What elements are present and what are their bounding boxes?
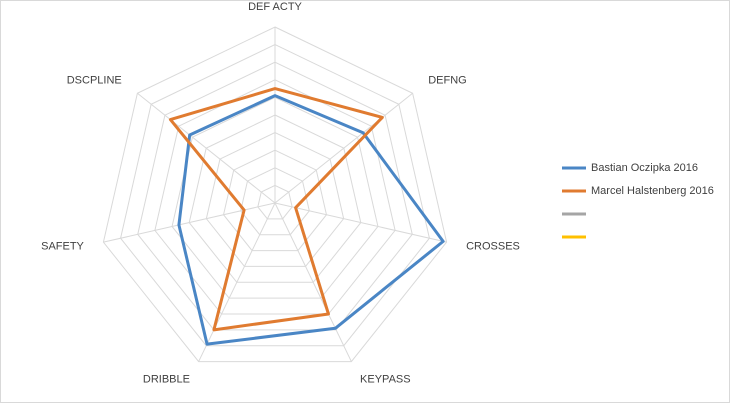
series-line [177,94,445,346]
legend-label: Marcel Halstenberg 2016 [591,185,714,197]
axis-spoke [137,92,276,204]
grid-ring [240,167,310,236]
axis-label: DSCPLINE [67,75,122,87]
axis-spoke [274,92,413,204]
grid-ring [137,61,413,331]
axis-label: DRIBBLE [143,373,190,385]
grid-ring [222,149,328,252]
grid-ring [154,79,396,315]
axis-label: CROSSES [466,241,520,253]
grid-ring [120,44,430,347]
series-line [168,87,384,332]
axis-label: DEF ACTY [248,1,302,13]
grid-ring [102,26,448,363]
axis-spoke [103,202,276,243]
axis-label: DEFNG [428,75,467,87]
legend-label: Bastian Oczipka 2016 [591,162,698,174]
grid-ring [257,184,293,220]
axis-label: KEYPASS [360,373,411,385]
axis-spoke [198,202,276,362]
axis-label: SAFETY [41,241,84,253]
axis-spoke [274,202,447,243]
axis-spoke [274,202,352,362]
